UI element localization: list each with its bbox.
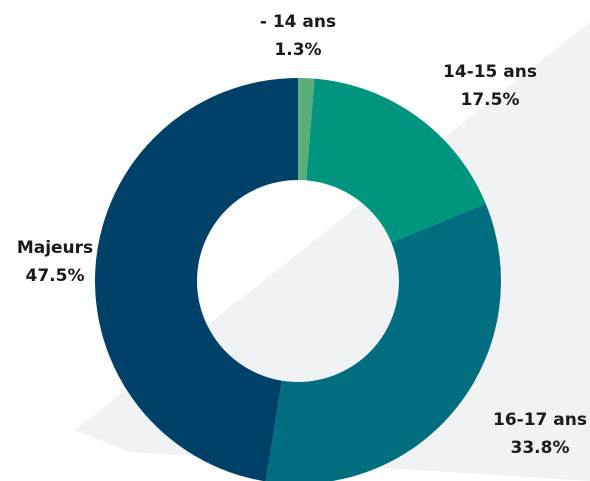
donut-slice <box>265 203 501 481</box>
slice-value-label: 17.5% <box>461 90 520 110</box>
slice-label: 16-17 ans <box>493 410 587 430</box>
donut-slice <box>306 78 486 243</box>
slice-value-label: 1.3% <box>274 40 321 60</box>
slice-label: - 14 ans <box>260 12 336 32</box>
slice-value-label: 47.5% <box>26 266 85 286</box>
donut-slice <box>298 78 315 181</box>
donut-slice <box>95 78 298 481</box>
slice-value-label: 33.8% <box>511 438 570 458</box>
slice-label: Majeurs <box>17 238 93 258</box>
slice-label: 14-15 ans <box>443 62 537 82</box>
